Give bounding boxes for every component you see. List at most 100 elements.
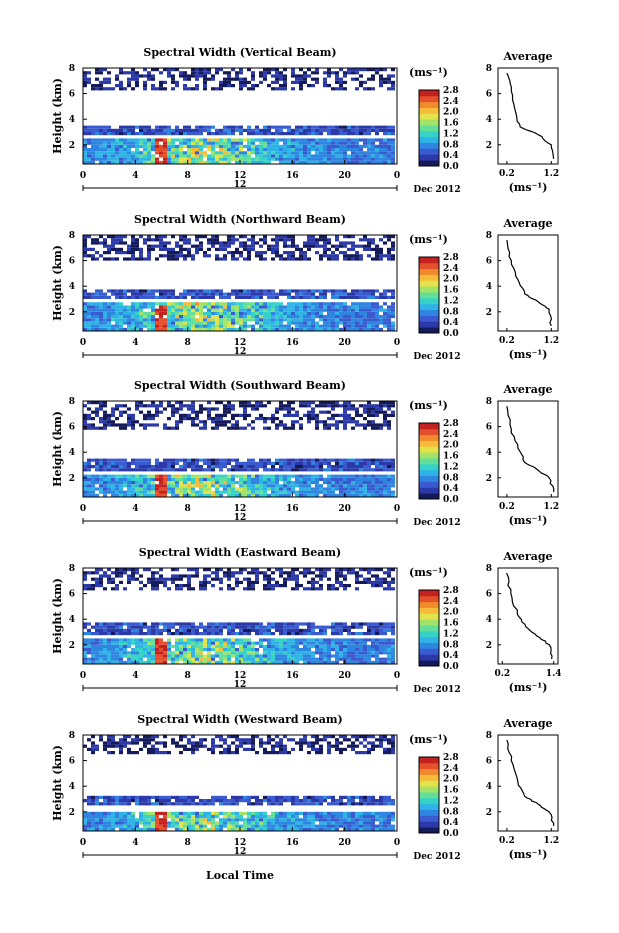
heatmap-cell	[303, 645, 307, 648]
heatmap-cell	[243, 487, 247, 490]
heatmap-cell	[99, 654, 103, 657]
heatmap-cell	[159, 145, 163, 148]
heatmap-cell	[99, 487, 103, 490]
heatmap-cell	[271, 321, 275, 324]
heatmap-cell	[195, 78, 199, 81]
heatmap-cell	[227, 325, 231, 328]
heatmap-cell	[135, 407, 139, 410]
heatmap-cell	[123, 241, 127, 244]
colorbar-unit: (ms⁻¹)	[409, 66, 448, 79]
heatmap-cell	[331, 459, 335, 462]
heatmap-cell	[83, 626, 87, 629]
heatmap-cell	[83, 578, 87, 581]
heatmap-cell	[323, 315, 327, 318]
heatmap-cell	[127, 578, 131, 581]
heatmap-cell	[383, 126, 387, 129]
heatmap-cell	[343, 315, 347, 318]
xtick-label: 4	[132, 338, 138, 348]
heatmap-cell	[363, 622, 367, 625]
heatmap-cell	[171, 414, 175, 417]
heatmap-cell	[363, 423, 367, 426]
heatmap-cell	[391, 622, 395, 625]
heatmap-cell	[227, 658, 231, 661]
heatmap-cell	[219, 245, 223, 248]
heatmap-cell	[299, 465, 303, 468]
colorbar-swatch	[419, 613, 439, 619]
heatmap-cell	[271, 420, 275, 423]
heatmap-cell	[343, 245, 347, 248]
heatmap-cell	[207, 289, 211, 292]
heatmap-cell	[103, 411, 107, 414]
heatmap-cell	[83, 632, 87, 635]
heatmap-cell	[315, 642, 319, 645]
heatmap-cell	[195, 158, 199, 161]
heatmap-cell	[179, 481, 183, 484]
heatmap-cell	[279, 87, 283, 90]
heatmap-cell	[187, 465, 191, 468]
heatmap-cell	[223, 145, 227, 148]
heatmap-cell	[371, 151, 375, 154]
heatmap-cell	[211, 475, 215, 478]
heatmap-cell	[259, 302, 263, 305]
heatmap-cell	[215, 487, 219, 490]
heatmap-cell	[343, 578, 347, 581]
heatmap-cell	[219, 462, 223, 465]
heatmap-cell	[307, 481, 311, 484]
heatmap-cell	[291, 148, 295, 151]
heatmap-cell	[207, 71, 211, 74]
heatmap-cell	[391, 315, 395, 318]
ytick-label: 8	[69, 64, 75, 74]
heatmap-cell	[203, 81, 207, 84]
heatmap-cell	[315, 138, 319, 141]
heatmap-cell	[291, 487, 295, 490]
heatmap-cell	[107, 574, 111, 577]
heatmap-cell	[375, 145, 379, 148]
heatmap-cell	[131, 126, 135, 129]
heatmap-cell	[207, 315, 211, 318]
heatmap-cell	[195, 475, 199, 478]
heatmap-cell	[175, 302, 179, 305]
heatmap-cell	[115, 296, 119, 299]
heatmap-cell	[391, 138, 395, 141]
heatmap-cell	[283, 578, 287, 581]
heatmap-cell	[195, 648, 199, 651]
heatmap-cell	[383, 254, 387, 257]
heatmap-cell	[135, 629, 139, 632]
heatmap-cell	[179, 651, 183, 654]
heatmap-cell	[95, 654, 99, 657]
heatmap-cell	[175, 642, 179, 645]
heatmap-cell	[267, 481, 271, 484]
heatmap-cell	[159, 305, 163, 308]
heatmap-cell	[163, 151, 167, 154]
heatmap-cell	[251, 581, 255, 584]
heatmap-cell	[123, 289, 127, 292]
heatmap-cell	[295, 248, 299, 251]
heatmap-cell	[263, 325, 267, 328]
heatmap-cell	[231, 318, 235, 321]
heatmap-cell	[267, 632, 271, 635]
heatmap-cell	[359, 491, 363, 494]
heatmap-cell	[387, 571, 391, 574]
heatmap-cell	[187, 87, 191, 90]
heatmap-cell	[159, 654, 163, 657]
heatmap-cell	[343, 296, 347, 299]
heatmap-cell	[227, 126, 231, 129]
heatmap-cell	[87, 148, 91, 151]
heatmap-cell	[363, 302, 367, 305]
heatmap-cell	[91, 154, 95, 157]
heatmap-cell	[167, 462, 171, 465]
heatmap-cell	[87, 638, 91, 641]
heatmap-cell	[347, 126, 351, 129]
heatmap-cell	[343, 318, 347, 321]
heatmap-cell	[319, 145, 323, 148]
heatmap-cell	[167, 254, 171, 257]
heatmap-cell	[167, 638, 171, 641]
heatmap-cell	[207, 254, 211, 257]
heatmap-cell	[387, 254, 391, 257]
heatmap-cell	[303, 245, 307, 248]
heatmap-cell	[151, 145, 155, 148]
heatmap-cell	[215, 289, 219, 292]
heatmap-cell	[275, 158, 279, 161]
heatmap-cell	[171, 78, 175, 81]
heatmap-cell	[187, 574, 191, 577]
